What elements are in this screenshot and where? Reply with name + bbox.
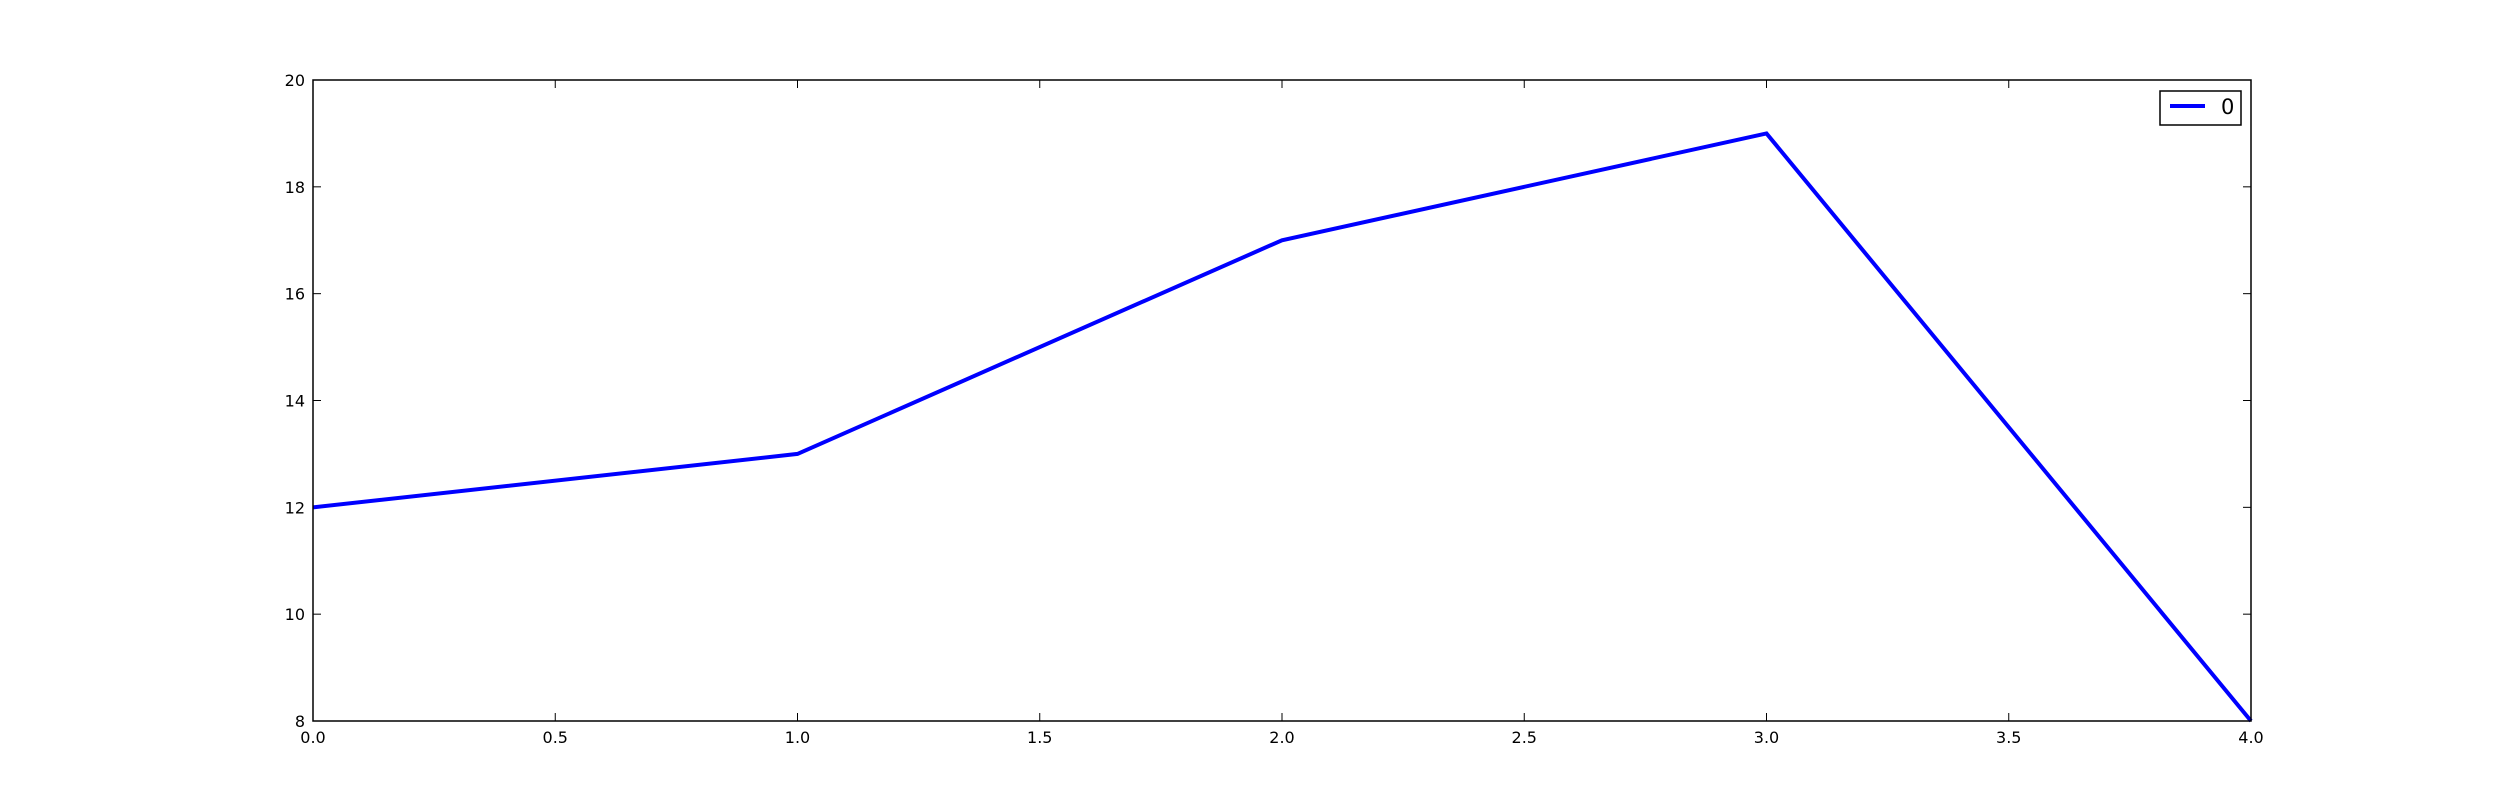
plot-frame: [312, 79, 2252, 722]
y-tick-label: 18: [285, 178, 305, 197]
y-tick-label: 8: [295, 712, 305, 731]
y-tick-label: 16: [285, 285, 305, 304]
y-tick-label: 12: [285, 498, 305, 517]
legend: 0: [2159, 90, 2242, 126]
x-tick-label: 3.5: [1996, 728, 2021, 747]
legend-label: 0: [2221, 95, 2234, 119]
x-tick-label: 2.0: [1269, 728, 1294, 747]
y-tick-label: 10: [285, 605, 305, 624]
series-layer: [312, 131, 2253, 723]
x-tick-label: 1.5: [1027, 728, 1052, 747]
x-tick-label: 2.5: [1512, 728, 1537, 747]
x-tick-label: 1.0: [785, 728, 810, 747]
x-tick-label: 0.5: [543, 728, 568, 747]
y-tick-label: 14: [285, 392, 305, 411]
x-tick-label: 0.0: [300, 728, 325, 747]
x-tick-label: 4.0: [2238, 728, 2263, 747]
series-line-0: [312, 131, 2253, 723]
ticks-layer: 0.0 0.5 1.0 1.5 2.0 2.5 3.0 3.5 4.0 8 10 12 14 16 18 20: [285, 71, 2264, 747]
x-tick-label: 3.0: [1754, 728, 1779, 747]
y-tick-label: 20: [285, 71, 305, 90]
